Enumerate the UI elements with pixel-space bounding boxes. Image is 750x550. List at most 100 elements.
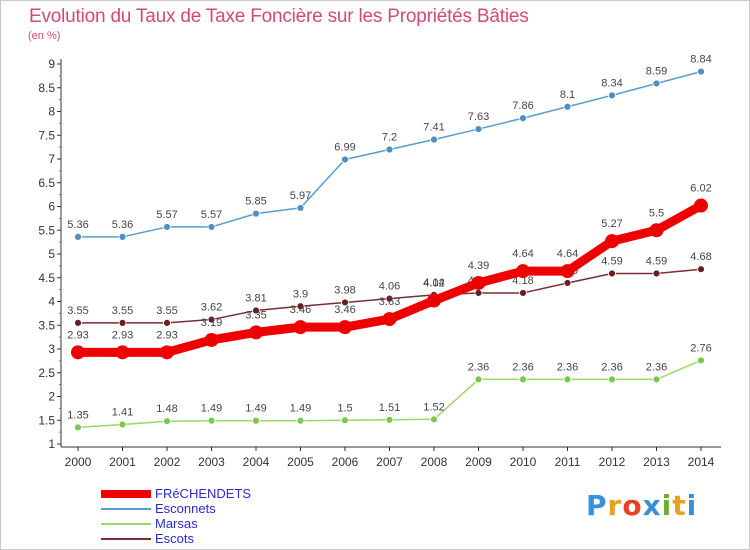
data-label-escots: 4.59 bbox=[646, 255, 667, 267]
data-label-escots: 3.55 bbox=[112, 305, 133, 317]
y-tick-label: 9 bbox=[48, 57, 55, 71]
data-label-esconnets: 5.57 bbox=[201, 209, 222, 221]
data-label-escots: 3.98 bbox=[334, 284, 355, 296]
data-point-escots bbox=[252, 306, 260, 315]
data-point-esconnets bbox=[430, 135, 438, 144]
legend-label-esconnets: Esconnets bbox=[155, 501, 216, 516]
logo-letter: P bbox=[586, 489, 608, 522]
data-label-marsas: 2.36 bbox=[601, 361, 622, 373]
data-point-marsas bbox=[74, 423, 82, 432]
x-tick-label: 2005 bbox=[287, 455, 314, 469]
data-label-marsas: 2.36 bbox=[468, 361, 489, 373]
data-label-escots: 4.06 bbox=[379, 281, 400, 293]
data-point-esconnets bbox=[652, 79, 661, 88]
chart-title: Evolution du Taux de Taxe Foncière sur l… bbox=[29, 6, 529, 27]
y-tick-label: 2 bbox=[48, 390, 55, 404]
data-label-marsas: 1.35 bbox=[67, 409, 88, 421]
logo-letter: i bbox=[661, 489, 673, 522]
data-label-fr-chendets: 2.93 bbox=[67, 329, 88, 341]
y-tick-label: 5.5 bbox=[38, 223, 55, 237]
data-point-marsas bbox=[519, 375, 527, 384]
data-point-fr-chendets bbox=[293, 320, 308, 335]
data-point-escots bbox=[207, 315, 216, 324]
data-label-esconnets: 8.59 bbox=[646, 65, 667, 77]
legend-item-marsas: Marsas bbox=[101, 516, 361, 531]
data-label-fr-chendets: 4.39 bbox=[468, 260, 489, 272]
data-point-marsas bbox=[341, 416, 349, 425]
x-tick-label: 2004 bbox=[243, 455, 270, 469]
x-tick-label: 2007 bbox=[376, 455, 403, 469]
chart-unit: (en %) bbox=[28, 30, 61, 42]
data-label-escots: 4.18 bbox=[512, 275, 533, 287]
data-point-esconnets bbox=[608, 91, 616, 100]
data-label-esconnets: 5.85 bbox=[245, 196, 266, 208]
data-label-escots: 4.59 bbox=[601, 255, 622, 267]
data-label-esconnets: 5.36 bbox=[112, 219, 133, 231]
data-point-fr-chendets bbox=[471, 275, 486, 290]
data-point-fr-chendets bbox=[560, 264, 575, 279]
x-tick-label: 2011 bbox=[555, 455, 581, 469]
data-point-marsas bbox=[652, 375, 661, 384]
data-label-marsas: 2.36 bbox=[646, 361, 667, 373]
data-point-fr-chendets bbox=[605, 234, 619, 249]
legend-swatch-esconnets bbox=[101, 508, 151, 510]
data-point-marsas bbox=[563, 375, 572, 384]
data-point-marsas bbox=[385, 415, 394, 424]
data-label-fr-chendets: 3.19 bbox=[201, 317, 222, 329]
y-tick-label: 8 bbox=[48, 105, 55, 119]
data-label-fr-chendets: 6.02 bbox=[690, 183, 711, 195]
data-point-fr-chendets bbox=[204, 332, 219, 347]
data-point-esconnets bbox=[118, 232, 127, 241]
data-label-fr-chendets: 3.46 bbox=[290, 304, 311, 316]
x-tick-label: 2006 bbox=[332, 455, 359, 469]
y-tick-label: 6 bbox=[48, 200, 55, 214]
y-tick-label: 3 bbox=[48, 342, 55, 356]
data-point-escots bbox=[608, 269, 616, 278]
data-label-esconnets: 8.84 bbox=[690, 54, 711, 66]
data-point-esconnets bbox=[563, 102, 572, 111]
data-label-fr-chendets: 2.93 bbox=[156, 329, 177, 341]
data-label-esconnets: 8.1 bbox=[560, 89, 575, 101]
y-tick-label: 8.5 bbox=[38, 81, 55, 95]
legend-item-esconnets: Esconnets bbox=[101, 501, 361, 516]
logo-letter: t bbox=[672, 489, 687, 522]
data-point-escots bbox=[519, 289, 527, 297]
data-label-fr-chendets: 3.63 bbox=[379, 296, 400, 308]
y-tick-label: 2.5 bbox=[38, 366, 55, 380]
y-tick-label: 1.5 bbox=[38, 413, 55, 427]
data-point-escots bbox=[74, 318, 82, 327]
legend-item-escots: Escots bbox=[101, 531, 361, 546]
x-tick-label: 2000 bbox=[65, 455, 92, 469]
x-tick-label: 2002 bbox=[154, 455, 181, 469]
data-label-fr-chendets: 2.93 bbox=[112, 329, 133, 341]
data-point-esconnets bbox=[74, 232, 82, 241]
data-point-marsas bbox=[207, 416, 216, 425]
legend-label-frechendets: FRéCHENDETS bbox=[155, 486, 252, 501]
legend-swatch-escots bbox=[101, 538, 151, 540]
data-point-esconnets bbox=[207, 223, 216, 231]
data-point-marsas bbox=[163, 417, 171, 426]
chart-legend: FRéCHENDETS Esconnets Marsas Escots bbox=[101, 486, 361, 546]
data-point-marsas bbox=[252, 416, 260, 425]
data-point-fr-chendets bbox=[649, 223, 664, 238]
data-point-esconnets bbox=[252, 209, 260, 218]
data-point-fr-chendets bbox=[249, 325, 263, 340]
data-point-marsas bbox=[474, 375, 483, 384]
data-label-esconnets: 8.34 bbox=[601, 77, 622, 89]
data-point-esconnets bbox=[341, 155, 349, 164]
y-tick-label: 3.5 bbox=[38, 318, 55, 332]
data-label-esconnets: 7.86 bbox=[512, 100, 533, 112]
data-point-marsas bbox=[296, 416, 305, 425]
data-label-marsas: 1.5 bbox=[337, 402, 352, 414]
data-label-escots: 3.9 bbox=[293, 288, 308, 300]
y-tick-label: 7 bbox=[48, 152, 55, 166]
x-tick-label: 2014 bbox=[688, 455, 715, 469]
data-label-escots: 3.55 bbox=[67, 305, 88, 317]
data-label-marsas: 1.49 bbox=[245, 403, 266, 415]
data-point-fr-chendets bbox=[71, 345, 85, 360]
data-point-esconnets bbox=[163, 223, 171, 231]
data-point-marsas bbox=[608, 375, 616, 384]
x-tick-label: 2003 bbox=[198, 455, 225, 469]
y-tick-label: 4.5 bbox=[38, 271, 55, 285]
